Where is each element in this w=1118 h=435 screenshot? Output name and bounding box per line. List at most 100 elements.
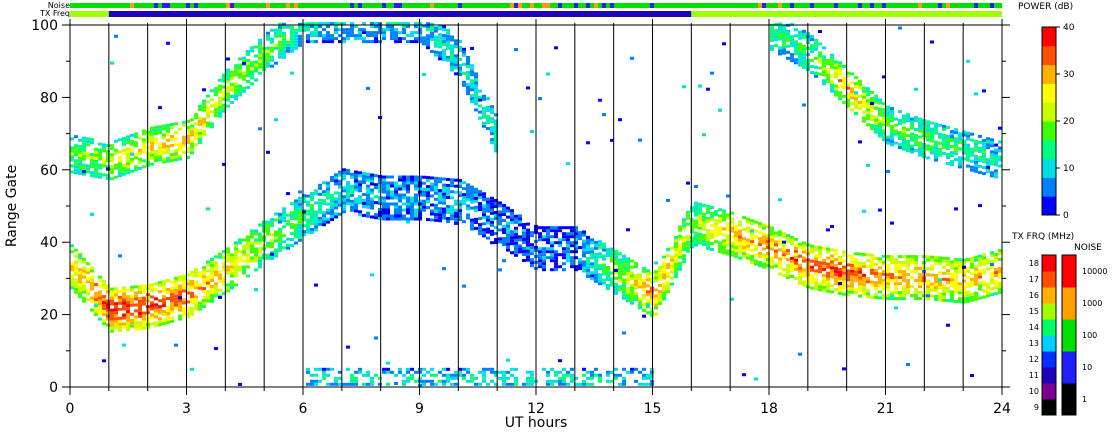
noise-bar-segment xyxy=(850,3,854,8)
heatmap-cell xyxy=(222,73,226,77)
heatmap-cell xyxy=(490,129,494,133)
heatmap-cell xyxy=(234,97,238,101)
heatmap-cell xyxy=(230,85,234,89)
heatmap-cell xyxy=(598,273,602,277)
heatmap-cell xyxy=(154,321,158,325)
heatmap-cell xyxy=(558,253,562,257)
heatmap-cell xyxy=(558,376,562,380)
heatmap-cell xyxy=(266,49,270,53)
heatmap-cell xyxy=(354,185,358,189)
heatmap-cell xyxy=(154,129,158,132)
heatmap-cell xyxy=(318,192,322,196)
heatmap-cell xyxy=(666,290,670,294)
heatmap-cell xyxy=(242,268,246,272)
heatmap-cell xyxy=(410,373,414,377)
heatmap-cell xyxy=(274,236,278,240)
heatmap-cell xyxy=(470,70,474,74)
heatmap-cell xyxy=(466,77,470,80)
heatmap-cell xyxy=(466,186,470,190)
heatmap-cell xyxy=(930,133,934,137)
heatmap-cell xyxy=(602,269,606,273)
heatmap-cell xyxy=(694,213,698,217)
txfreq-bar-segment xyxy=(70,11,109,17)
heatmap-cell xyxy=(86,262,90,266)
heatmap-cell xyxy=(498,201,502,205)
heatmap-cell xyxy=(90,287,94,291)
power-colorbar-step xyxy=(1042,121,1056,141)
heatmap-cell xyxy=(658,266,662,269)
heatmap-cell xyxy=(118,325,122,329)
heatmap-cell xyxy=(782,33,786,37)
heatmap-cell xyxy=(586,241,590,245)
heatmap-cell xyxy=(158,143,162,147)
noise-bar-segment xyxy=(486,3,490,8)
hour-grid-lines xyxy=(108,25,964,387)
heatmap-cell xyxy=(206,121,210,125)
heatmap-cell xyxy=(350,28,354,32)
heatmap-cell xyxy=(366,34,370,38)
heatmap-cell xyxy=(246,53,250,56)
heatmap-cell xyxy=(110,314,114,318)
heatmap-cell xyxy=(250,49,254,53)
heatmap-cell xyxy=(234,94,238,98)
heatmap-cell xyxy=(842,274,846,278)
heatmap-cell xyxy=(554,265,558,269)
heatmap-cell xyxy=(70,286,74,290)
heatmap-cell xyxy=(918,291,922,295)
heatmap-cell xyxy=(878,208,882,212)
heatmap-cell xyxy=(202,99,206,103)
heatmap-cell xyxy=(890,137,894,141)
heatmap-cell xyxy=(986,288,990,292)
heatmap-cell xyxy=(370,215,374,219)
heatmap-cell xyxy=(902,129,906,133)
heatmap-cell xyxy=(870,109,874,112)
heatmap-cell xyxy=(382,211,386,215)
noise-bar-segment xyxy=(854,3,858,8)
heatmap-cell xyxy=(366,86,370,90)
noise-bar-segment xyxy=(998,3,1002,8)
heatmap-cell xyxy=(414,370,418,374)
heatmap-cell xyxy=(174,291,178,295)
heatmap-cell xyxy=(438,51,442,55)
heatmap-cell xyxy=(966,149,970,153)
heatmap-cell xyxy=(902,261,906,265)
heatmap-cell xyxy=(170,159,174,162)
heatmap-cell xyxy=(706,246,710,250)
noise-bar-segment xyxy=(770,3,774,8)
heatmap-cell xyxy=(786,29,790,33)
heatmap-cell xyxy=(794,276,798,280)
heatmap-cell xyxy=(962,139,966,143)
heatmap-cell xyxy=(794,52,798,56)
noise-bar-segment xyxy=(678,3,682,8)
heatmap-cell xyxy=(994,292,998,296)
heatmap-cell xyxy=(654,306,658,310)
heatmap-cell xyxy=(118,156,122,160)
heatmap-cell xyxy=(370,34,374,38)
heatmap-cell xyxy=(194,116,198,120)
noise-bar-segment xyxy=(914,3,918,8)
heatmap-cell xyxy=(690,245,694,249)
heatmap-cell xyxy=(830,269,834,273)
heatmap-cell xyxy=(646,293,650,297)
heatmap-cell xyxy=(94,153,98,157)
heatmap-cell xyxy=(106,317,110,321)
heatmap-cell xyxy=(686,216,690,220)
heatmap-cell xyxy=(494,214,498,217)
heatmap-cell xyxy=(402,178,406,182)
heatmap-cell xyxy=(646,284,650,288)
heatmap-cell xyxy=(486,227,490,231)
heatmap-cell xyxy=(730,211,734,215)
heatmap-cell xyxy=(866,90,870,94)
heatmap-cell xyxy=(622,281,626,285)
heatmap-cell xyxy=(142,284,146,288)
heatmap-cell xyxy=(90,153,94,157)
heatmap-cell xyxy=(950,263,954,267)
heatmap-cell xyxy=(794,258,798,262)
heatmap-cell xyxy=(98,311,102,315)
heatmap-cell xyxy=(118,298,122,302)
heatmap-cell xyxy=(822,276,826,280)
noise-bar-segment xyxy=(590,3,594,8)
heatmap-cell xyxy=(602,245,606,249)
heatmap-cell xyxy=(386,28,390,32)
noise-bar-segment xyxy=(762,3,766,8)
